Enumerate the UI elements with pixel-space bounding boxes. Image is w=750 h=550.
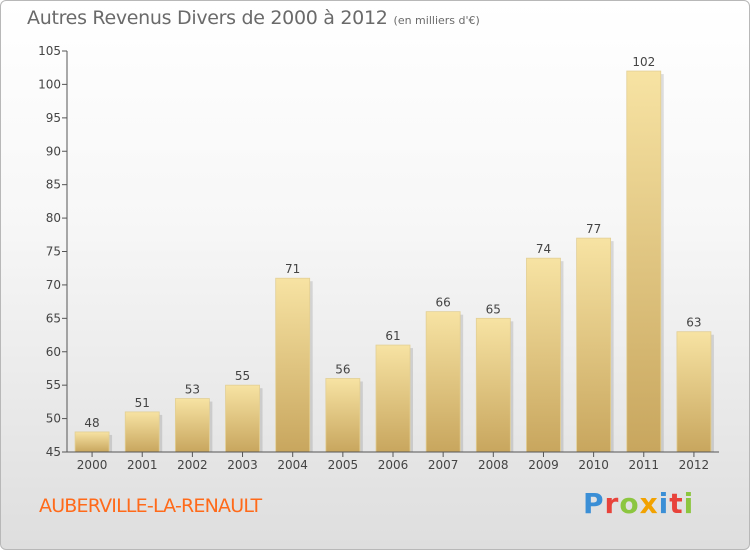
y-tick-label: 90 (46, 144, 61, 158)
logo-letter: o (619, 487, 640, 520)
y-axis: 45 50 55 60 65 70 75 80 85 90 95 100 105 (38, 44, 68, 459)
bar (676, 331, 712, 453)
x-tick-label: 2007 (428, 458, 459, 472)
logo-letter: P (583, 487, 605, 520)
x-tick-label: 2003 (227, 458, 258, 472)
bar-value-label: 53 (185, 383, 200, 397)
y-tick-label: 70 (46, 278, 61, 292)
bar-value-label: 74 (536, 242, 551, 256)
bar (425, 311, 461, 453)
bar-value-label: 61 (385, 329, 400, 343)
bar (325, 378, 361, 453)
y-tick-label: 55 (46, 378, 61, 392)
x-tick-label: 2000 (77, 458, 108, 472)
y-tick-label: 45 (46, 445, 61, 459)
bar-value-label: 55 (235, 369, 250, 383)
bar-value-label: 66 (436, 296, 451, 310)
logo-letter: i (658, 487, 670, 520)
x-tick-label: 2002 (177, 458, 208, 472)
y-tick-label: 105 (38, 44, 61, 58)
commune-name: AUBERVILLE-LA-RENAULT (39, 495, 262, 517)
bar-value-label: 71 (285, 262, 300, 276)
y-tick-label: 80 (46, 211, 61, 225)
x-tick-label: 2006 (378, 458, 409, 472)
x-tick-label: 2008 (478, 458, 509, 472)
bar-value-label: 56 (335, 362, 350, 376)
x-tick-label: 2009 (528, 458, 559, 472)
bar (74, 431, 110, 453)
y-tick-label: 50 (46, 412, 61, 426)
logo-letter: x (639, 487, 659, 520)
bar (526, 257, 561, 453)
logo-letter: i (683, 487, 695, 520)
bar-value-label: 65 (486, 302, 501, 316)
y-tick-label: 60 (46, 345, 61, 359)
bar (124, 411, 160, 453)
bar-value-label: 77 (586, 222, 601, 236)
y-tick-label: 75 (46, 245, 61, 259)
logo-letter: r (604, 487, 620, 520)
x-tick-label: 2004 (277, 458, 308, 472)
chart-title: Autres Revenus Divers de 2000 à 2012 (en … (27, 7, 480, 29)
bar-value-label: 51 (135, 396, 150, 410)
bar (275, 277, 311, 453)
y-tick-label: 65 (46, 311, 61, 325)
x-tick-label: 2012 (679, 458, 710, 472)
bar (174, 398, 210, 453)
bar-value-label: 48 (84, 416, 99, 430)
bar (576, 237, 612, 453)
y-tick-label: 100 (38, 77, 61, 91)
chart-subtitle: (en milliers d'€) (393, 14, 480, 27)
bar (626, 70, 662, 453)
x-tick-label: 2005 (328, 458, 359, 472)
x-axis: 2000 2001 2002 2003 2004 2005 2006 2007 2008 2009… (67, 451, 719, 472)
y-tick-label: 95 (46, 111, 61, 125)
bar-value-label: 102 (632, 55, 655, 69)
proxiti-logo: Proxiti (583, 487, 694, 520)
bar-value-label: 63 (686, 316, 701, 330)
x-tick-label: 2001 (127, 458, 158, 472)
bar (375, 344, 411, 453)
chart-title-text: Autres Revenus Divers de 2000 à 2012 (27, 7, 388, 29)
bars: 48 51 53 55 71 56 61 66 65 74 77 102 63 (74, 55, 714, 453)
y-tick-label: 85 (46, 178, 61, 192)
bar (475, 317, 511, 453)
bar (225, 384, 260, 453)
x-tick-label: 2011 (628, 458, 659, 472)
logo-letter: t (669, 487, 684, 520)
x-tick-label: 2010 (578, 458, 609, 472)
